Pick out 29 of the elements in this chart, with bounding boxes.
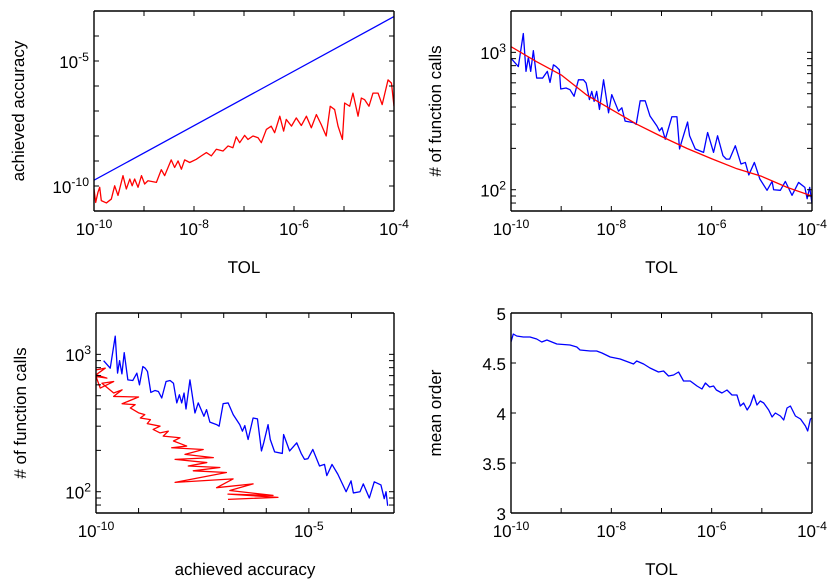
x-axis-title: achieved accuracy	[174, 560, 316, 579]
y-axis-title: # of function calls	[11, 347, 30, 479]
x-tick-label: 10$^{-8}$	[596, 519, 626, 541]
x-tick-label: 10$^{-4}$	[797, 519, 828, 541]
x-tick-label: 10$^{-6}$	[696, 519, 727, 541]
y-tick-label: 3	[496, 504, 506, 524]
y-axis-title: mean order	[426, 369, 446, 456]
y-tick-label: 4	[496, 404, 506, 424]
x-axis-title: TOL	[228, 258, 260, 277]
x-tick-label: 10$^{-8}$	[179, 217, 210, 239]
y-tick-label: 4.5	[482, 354, 506, 374]
x-tick-label: 10$^{-4}$	[379, 217, 410, 239]
x-axis-title: TOL	[645, 258, 678, 277]
y-tick-label: 10$^{-10}$	[52, 174, 90, 197]
x-tick-label: 10$^{-6}$	[279, 217, 310, 239]
y-tick-label: 10$^{3}$	[65, 343, 92, 366]
y-tick-label: 10$^{-5}$	[59, 50, 90, 72]
y-axis-title: # of function calls	[426, 45, 446, 177]
y-axis-title: achieved accuracy	[9, 40, 28, 182]
y-tick-label: 5	[496, 304, 506, 324]
y-tick-label: 10$^{2}$	[65, 480, 92, 503]
x-tick-label: 10$^{-4}$	[797, 217, 828, 239]
x-tick-label: 10$^{-5}$	[294, 519, 324, 541]
y-tick-label: 3.5	[482, 454, 506, 474]
x-tick-label: 10$^{-6}$	[696, 217, 727, 239]
x-axis-title: TOL	[645, 560, 678, 579]
y-tick-label: 10$^{3}$	[480, 41, 506, 64]
y-tick-label: 10$^{2}$	[480, 178, 506, 201]
x-tick-label: 10$^{-8}$	[596, 217, 626, 239]
